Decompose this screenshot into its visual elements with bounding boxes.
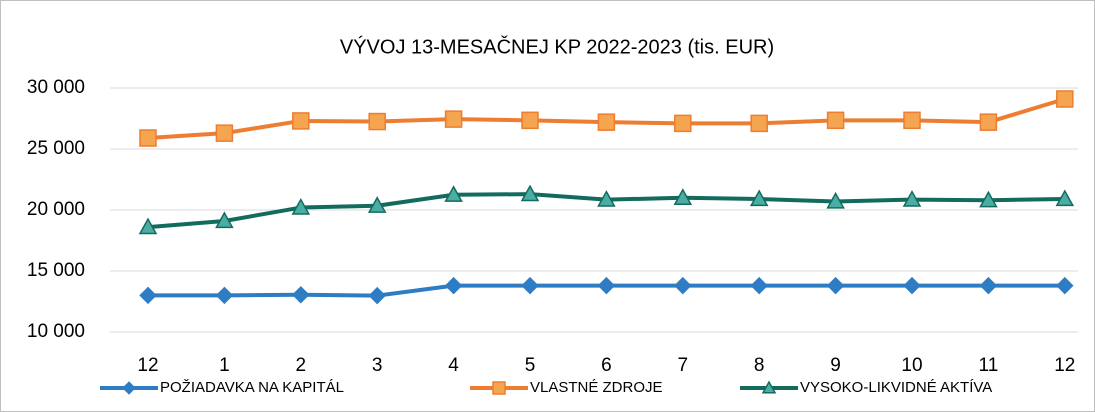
marker (903, 276, 921, 295)
marker (674, 114, 692, 133)
marker (215, 124, 234, 142)
marker (292, 112, 310, 130)
marker (367, 196, 387, 213)
marker (673, 188, 693, 205)
x-tick-label: 6 (601, 355, 612, 376)
marker (674, 276, 692, 295)
marker (444, 110, 463, 128)
marker (750, 276, 768, 295)
marker (138, 217, 158, 235)
marker (761, 380, 777, 394)
marker (1056, 276, 1074, 295)
y-tick-label: 15 000 (27, 260, 85, 281)
marker (597, 113, 616, 131)
marker (521, 276, 539, 295)
x-tick-label: 12 (137, 355, 158, 376)
x-tick-label: 12 (1054, 355, 1075, 376)
marker (1056, 90, 1074, 108)
marker (979, 113, 998, 131)
marker (826, 111, 845, 130)
x-tick-label: 11 (979, 355, 999, 376)
x-tick-label: 3 (372, 355, 383, 376)
marker (750, 114, 768, 133)
x-tick-label: 4 (448, 355, 459, 376)
marker (139, 129, 157, 147)
x-tick-label: 9 (830, 355, 841, 376)
marker (902, 190, 922, 207)
marker (368, 112, 386, 131)
y-tick-label: 30 000 (27, 77, 85, 98)
legend-label: VYSOKO-LIKVIDNÉ AKTÍVA (800, 379, 992, 396)
marker (444, 185, 463, 202)
chart-title: VÝVOJ 13-MESAČNEJ KP 2022-2023 (tis. EUR… (340, 35, 774, 58)
marker (826, 276, 845, 295)
marker (979, 276, 998, 295)
x-tick-label: 2 (296, 355, 307, 376)
marker (139, 286, 157, 305)
x-tick-label: 1 (219, 355, 230, 376)
legend-label: VLASTNÉ ZDROJE (530, 379, 663, 396)
x-tick-label: 8 (754, 355, 765, 376)
marker (979, 190, 998, 208)
y-tick-label: 20 000 (27, 199, 85, 220)
y-tick-label: 10 000 (27, 321, 85, 342)
x-tick-label: 5 (525, 355, 536, 376)
legend-label: POŽIADAVKA NA KAPITÁL (160, 379, 344, 396)
marker (215, 286, 234, 305)
marker (597, 190, 616, 207)
y-tick-label: 25 000 (27, 138, 85, 159)
marker (521, 111, 539, 130)
marker (520, 184, 540, 202)
marker (749, 189, 769, 207)
marker (122, 381, 136, 395)
marker (597, 276, 616, 295)
marker (291, 198, 311, 215)
marker (826, 191, 845, 209)
x-tick-label: 10 (901, 355, 922, 376)
marker (492, 381, 506, 395)
marker (368, 286, 386, 305)
x-tick-label: 7 (678, 355, 689, 376)
marker (215, 211, 234, 229)
marker (1055, 189, 1075, 207)
marker (903, 111, 921, 130)
marker (292, 286, 310, 304)
marker (444, 276, 463, 295)
